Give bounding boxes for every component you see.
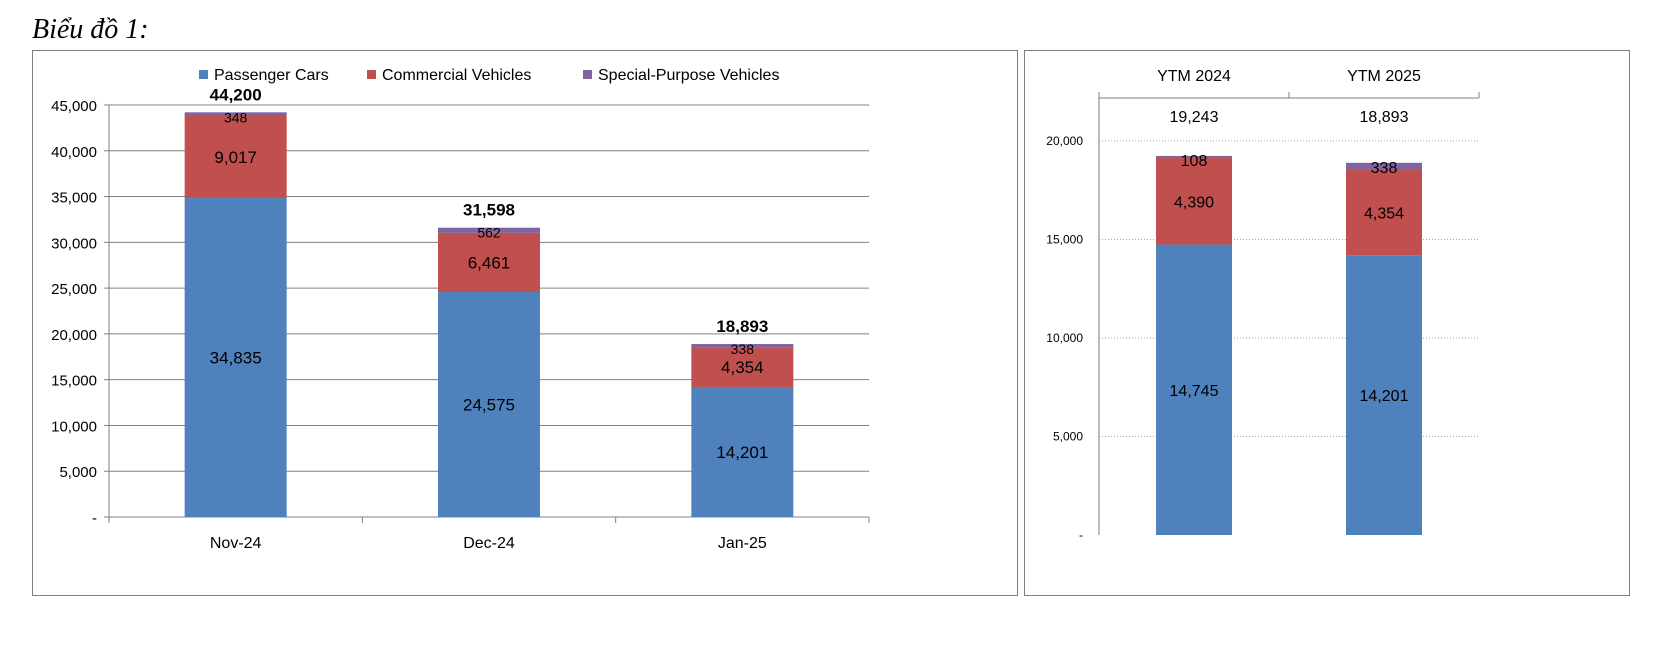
x-tick-label: YTM 2024 <box>1157 68 1231 85</box>
bar-passenger-cars <box>438 292 540 517</box>
chart-caption: Biểu đồ 1: <box>32 14 149 45</box>
y-tick-label: 10,000 <box>51 418 97 435</box>
legend-label-passenger-cars: Passenger Cars <box>214 67 329 84</box>
y-tick-label: - <box>1079 528 1083 542</box>
y-tick-label: 45,000 <box>51 98 97 115</box>
y-tick-label: 5,000 <box>1053 430 1083 444</box>
bar-special-purpose-vehicles <box>1346 162 1422 170</box>
bar-special-purpose-vehicles <box>1156 155 1232 159</box>
data-label-commercial-vehicles: 6,461 <box>468 253 511 272</box>
legend-label-commercial-vehicles: Commercial Vehicles <box>382 67 531 84</box>
y-tick-label: 15,000 <box>1046 233 1083 247</box>
total-label: 18,893 <box>716 317 768 336</box>
data-label-special-purpose-vehicles: 338 <box>731 341 755 357</box>
total-label: 18,893 <box>1360 109 1409 126</box>
legend-label-special-purpose-vehicles: Special-Purpose Vehicles <box>598 67 779 84</box>
y-tick-label: 35,000 <box>51 190 97 207</box>
bar-passenger-cars <box>184 198 287 517</box>
x-tick-label: Jan-25 <box>718 535 767 552</box>
bar-commercial-vehicles <box>1346 169 1422 256</box>
legend-swatch-passenger-cars <box>199 70 208 79</box>
data-label-special-purpose-vehicles: 348 <box>224 109 248 125</box>
bar-passenger-cars <box>691 386 794 517</box>
bar-commercial-vehicles <box>691 347 794 387</box>
monthly-sales-chart: Passenger Cars Commercial Vehicles Special… <box>32 50 1018 596</box>
data-label-commercial-vehicles: 4,390 <box>1174 194 1214 211</box>
legend-swatch-commercial-vehicles <box>367 70 376 79</box>
bar-commercial-vehicles <box>1156 158 1232 245</box>
y-tick-label: 20,000 <box>51 327 97 344</box>
bar-passenger-cars <box>1346 255 1422 535</box>
y-tick-label: 25,000 <box>51 281 97 298</box>
data-label-special-purpose-vehicles: 562 <box>477 225 501 241</box>
data-label-special-purpose-vehicles: 108 <box>1181 153 1208 170</box>
data-label-commercial-vehicles: 4,354 <box>1364 205 1404 222</box>
x-tick-label: YTM 2025 <box>1347 68 1421 85</box>
data-label-passenger-cars: 34,835 <box>210 349 262 368</box>
bar-commercial-vehicles <box>438 232 540 293</box>
data-label-passenger-cars: 14,745 <box>1170 383 1219 400</box>
bar-commercial-vehicles <box>184 115 287 199</box>
y-tick-label: 15,000 <box>51 373 97 390</box>
data-label-passenger-cars: 14,201 <box>1360 388 1409 405</box>
total-label: 19,243 <box>1170 109 1219 126</box>
x-tick-label: Dec-24 <box>463 535 515 552</box>
monthly-sales-chart-svg: Passenger Cars Commercial Vehicles Special… <box>51 67 870 552</box>
total-label: 44,200 <box>210 85 262 104</box>
y-tick-label: 40,000 <box>51 144 97 161</box>
data-label-special-purpose-vehicles: 338 <box>1371 160 1398 177</box>
bar-special-purpose-vehicles <box>438 227 540 233</box>
data-label-commercial-vehicles: 4,354 <box>721 358 764 377</box>
x-tick-label: Nov-24 <box>210 535 262 552</box>
bar-passenger-cars <box>1156 244 1232 535</box>
y-tick-label: 10,000 <box>1046 331 1083 345</box>
data-label-commercial-vehicles: 9,017 <box>214 148 257 167</box>
bar-special-purpose-vehicles <box>691 344 794 348</box>
y-tick-label: 5,000 <box>59 464 97 481</box>
data-label-passenger-cars: 14,201 <box>716 443 768 462</box>
bar-special-purpose-vehicles <box>184 112 287 116</box>
total-label: 31,598 <box>463 201 515 220</box>
ytd-sales-chart-svg: - 5,000 10,000 15,000 20,000 YTM 2024 19,243 14… <box>1046 68 1480 542</box>
ytd-sales-chart: - 5,000 10,000 15,000 20,000 YTM 2024 19,243 14… <box>1024 50 1630 596</box>
y-tick-label: 20,000 <box>1046 134 1083 148</box>
y-tick-label: - <box>92 510 97 527</box>
legend-swatch-special-purpose-vehicles <box>583 70 592 79</box>
y-tick-label: 30,000 <box>51 235 97 252</box>
data-label-passenger-cars: 24,575 <box>463 396 515 415</box>
